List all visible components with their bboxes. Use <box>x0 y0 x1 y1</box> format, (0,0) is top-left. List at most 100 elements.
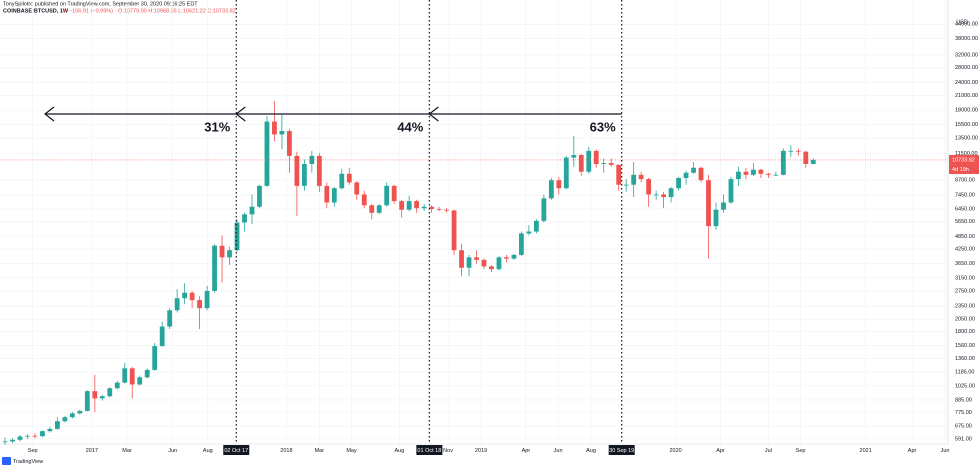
candle-body <box>578 155 584 172</box>
y-tick-label: 21000.00 <box>955 93 978 99</box>
candle-body <box>152 346 158 370</box>
y-tick-label: 28000.00 <box>955 65 978 71</box>
candle-body <box>399 201 405 210</box>
candle-body <box>504 257 509 259</box>
candle-body <box>264 121 270 186</box>
candle-body <box>788 150 794 152</box>
candle-body <box>354 182 360 195</box>
x-tick-label: Nov <box>443 448 453 454</box>
candle-body <box>421 206 427 209</box>
y-tick-label: 13500.00 <box>955 135 978 141</box>
candle-body <box>519 233 524 255</box>
candle-body <box>69 413 75 418</box>
annotation: 44% <box>397 119 423 134</box>
candle-body <box>301 163 307 186</box>
candle-body <box>481 259 487 267</box>
candle-body <box>646 179 652 195</box>
candle-body <box>40 431 45 437</box>
candle-body <box>676 177 681 189</box>
y-tick-label: 24000.00 <box>955 80 978 86</box>
candle-body <box>107 388 113 397</box>
x-tick-label: Mar <box>122 448 132 454</box>
y-tick-label: 8700.00 <box>955 178 975 184</box>
candle-body <box>556 180 562 189</box>
x-tick-label: Sep <box>796 448 806 454</box>
candle-body <box>189 292 195 301</box>
candle-body <box>92 391 98 399</box>
y-tick-label: 15500.00 <box>955 122 978 128</box>
candle-body <box>122 368 128 383</box>
candle-body <box>728 179 734 203</box>
candle-body <box>436 208 442 210</box>
arrow-head <box>235 106 246 122</box>
candle-body <box>257 185 262 207</box>
candle-body <box>459 250 464 268</box>
x-tick-label: Aug <box>203 448 213 454</box>
candle-body <box>376 205 382 213</box>
candle-body <box>444 209 449 211</box>
y-tick-label: 44000.00 <box>955 22 978 28</box>
candle-body <box>571 155 577 158</box>
candle-body <box>159 326 165 347</box>
candle-body <box>316 155 322 186</box>
candle-body <box>182 292 188 299</box>
candle-body <box>548 180 554 199</box>
y-tick-label: 1800.00 <box>955 329 975 335</box>
candle-body <box>242 214 247 223</box>
y-tick-label: 1360.00 <box>955 356 975 362</box>
price-tag <box>949 154 979 165</box>
y-tick-label: 6450.00 <box>955 206 975 212</box>
x-tick-label: Sep <box>28 448 38 454</box>
candle-body <box>32 435 38 437</box>
candle-body <box>541 198 547 221</box>
x-tick-label: 2021 <box>860 448 872 454</box>
candle-body <box>137 377 143 385</box>
candle-body <box>451 210 457 251</box>
y-tick-label: 32000.00 <box>955 52 978 58</box>
candle-body <box>706 180 711 227</box>
candle-body <box>683 172 689 178</box>
candle-body <box>391 185 397 202</box>
x-tick-label: 30 Sep 19 <box>609 448 634 454</box>
candle-body <box>346 173 352 183</box>
x-tick-label: 2017 <box>86 448 98 454</box>
candle-body <box>631 174 637 185</box>
candle-body <box>526 231 532 234</box>
candle-body <box>623 184 629 186</box>
candle-body <box>795 150 801 152</box>
candle-body <box>55 421 60 429</box>
y-tick-label: 38000.00 <box>955 36 978 42</box>
x-tick-label: 2020 <box>669 448 681 454</box>
candle-body <box>563 157 569 189</box>
candle-body <box>668 188 674 198</box>
logo: TradingView <box>13 459 43 465</box>
candle-body <box>324 185 330 203</box>
candle-body <box>2 441 8 443</box>
candle-body <box>204 290 210 309</box>
candle-body <box>272 121 277 135</box>
price-tag-label: 10733.82 <box>952 157 975 163</box>
countdown-label: 4d 19h <box>952 167 969 173</box>
currency: USD <box>956 19 968 25</box>
y-tick-label: 3650.00 <box>955 261 975 267</box>
countdown-tag <box>949 164 979 174</box>
candle-body <box>84 391 90 411</box>
candle-body <box>466 257 472 268</box>
candle-body <box>99 396 105 399</box>
x-tick-label: 01 Oct 18 <box>417 448 441 454</box>
candle-body <box>616 164 622 185</box>
x-tick-highlight <box>416 445 443 455</box>
candle-body <box>533 220 539 232</box>
candle-body <box>294 155 300 186</box>
ohlc: O:10779.00 H:10968.35 L:10621.22 C:10733… <box>118 8 236 14</box>
candle-body <box>339 173 345 189</box>
candle-body <box>698 167 704 181</box>
candle-body <box>227 250 232 258</box>
candle-body <box>62 417 68 422</box>
x-tick-highlight <box>223 445 250 455</box>
candle-body <box>765 173 771 175</box>
candle-body <box>638 174 644 180</box>
x-tick-label: May <box>346 448 357 454</box>
candle-body <box>167 310 173 327</box>
